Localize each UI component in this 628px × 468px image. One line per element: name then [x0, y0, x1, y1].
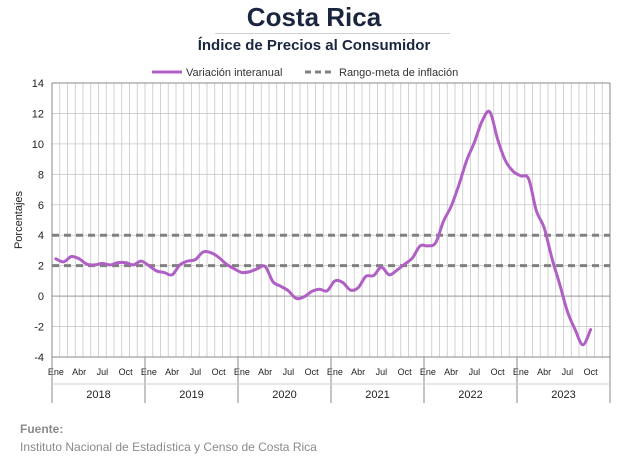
y-tick-label: 6 [38, 200, 44, 212]
legend-label-rango: Rango-meta de inflación [339, 67, 458, 79]
x-year-label: 2020 [272, 389, 296, 401]
x-month-label: Abr [351, 367, 365, 377]
x-month-label: Ene [513, 367, 529, 377]
y-tick-label: 12 [32, 108, 44, 120]
y-tick-label: 14 [32, 78, 44, 90]
x-month-label: Ene [234, 367, 250, 377]
x-month-label: Jul [97, 367, 109, 377]
axes: -4 -2 0 2 4 6 8 10 12 14 Ene Abr Jul Oct 2018 Ene Abr Jul… [13, 78, 611, 403]
x-month-label: Jul [283, 367, 295, 377]
x-year-label: 2018 [86, 389, 110, 401]
x-month-label: Oct [119, 367, 134, 377]
x-month-label: Abr [537, 367, 551, 377]
x-month-label: Abr [258, 367, 272, 377]
y-tick-label: 8 [38, 169, 44, 181]
x-month-label: Oct [584, 367, 599, 377]
x-month-label: Oct [212, 367, 227, 377]
chart-subtitle: Índice de Precios al Consumidor [197, 37, 431, 54]
y-tick-label: 0 [38, 291, 44, 303]
source-label: Fuente: [20, 422, 64, 436]
x-month-label: Ene [48, 367, 64, 377]
y-tick-label: -2 [34, 322, 44, 334]
x-month-label: Oct [305, 367, 320, 377]
x-year-label: 2022 [458, 389, 482, 401]
x-month-label: Abr [444, 367, 458, 377]
x-year-label: 2019 [179, 389, 203, 401]
x-month-label: Jul [562, 367, 574, 377]
legend-label-variacion: Variación interanual [186, 67, 282, 79]
line-chart: Variación interanual Rango-meta de inflac… [13, 67, 611, 403]
y-axis-title: Porcentajes [13, 190, 25, 249]
x-month-label: Ene [420, 367, 436, 377]
x-month-label: Ene [141, 367, 157, 377]
x-month-label: Ene [327, 367, 343, 377]
y-tick-label: 10 [32, 139, 44, 151]
source-text: Instituto Nacional de Estadística y Cens… [20, 440, 317, 454]
legend: Variación interanual Rango-meta de inflac… [152, 67, 458, 79]
y-tick-label: -4 [34, 352, 44, 364]
x-year-label: 2021 [365, 389, 389, 401]
x-month-label: Jul [469, 367, 481, 377]
series-line-variacion-interanual [54, 109, 593, 347]
target-range [52, 233, 610, 268]
x-month-label: Oct [491, 367, 506, 377]
x-month-label: Jul [190, 367, 202, 377]
y-tick-label: 2 [38, 261, 44, 273]
x-year-label: 2023 [551, 389, 575, 401]
title-divider [215, 33, 450, 34]
x-month-label: Jul [376, 367, 388, 377]
y-tick-label: 4 [38, 230, 44, 242]
x-month-label: Oct [398, 367, 413, 377]
x-month-label: Abr [165, 367, 179, 377]
grid-lines [51, 82, 611, 358]
series-layer [54, 109, 593, 347]
chart-title: Costa Rica [246, 2, 382, 32]
x-month-label: Abr [72, 367, 86, 377]
